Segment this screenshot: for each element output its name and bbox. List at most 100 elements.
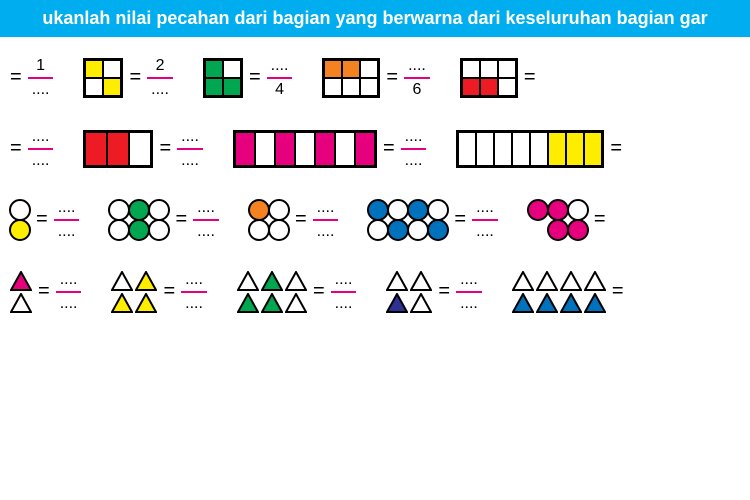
equals-sign: = — [610, 137, 622, 160]
header-title: ukanlah nilai pecahan dari bagian yang b… — [0, 0, 750, 37]
shape-grid — [460, 58, 518, 98]
shape-grid — [456, 130, 604, 168]
numerator: .... — [54, 199, 80, 219]
numerator: .... — [472, 199, 498, 219]
equals-sign: = — [10, 137, 22, 160]
shape-triangles — [10, 271, 32, 313]
fraction: ........ — [313, 199, 339, 240]
equals-sign: = — [129, 66, 141, 89]
shape-grid — [322, 58, 380, 98]
row-2: = .... .... = ........ = ........ — [10, 128, 740, 169]
fraction: ........ — [331, 271, 357, 312]
numerator: .... — [177, 128, 203, 148]
problem-4-2: = ........ — [111, 271, 206, 313]
fraction: ........ — [56, 271, 82, 312]
equals-sign: = — [612, 280, 624, 303]
denominator: .... — [401, 150, 427, 170]
fraction: ........ — [193, 199, 219, 240]
equals-sign: = — [163, 280, 175, 303]
problem-2-3: = ........ — [233, 128, 426, 169]
shape-circles — [109, 200, 169, 240]
shape-triangles — [111, 271, 157, 313]
denominator: .... — [147, 79, 173, 99]
problem-1-5: = — [460, 58, 536, 98]
fraction: ........ — [401, 128, 427, 169]
fraction: ........ — [177, 128, 203, 169]
equals-sign: = — [438, 280, 450, 303]
equals-sign: = — [454, 208, 466, 231]
shape-circles — [528, 200, 588, 240]
problem-4-1: = ........ — [10, 271, 81, 313]
equals-sign: = — [10, 66, 22, 89]
problem-2-1: = .... .... — [10, 128, 53, 169]
problem-3-1: = ........ — [10, 199, 79, 240]
fraction: .... .... — [28, 128, 54, 169]
denominator: .... — [54, 221, 80, 241]
numerator: .... — [313, 199, 339, 219]
denominator: .... — [28, 79, 54, 99]
denominator: 6 — [409, 79, 426, 99]
equals-sign: = — [159, 137, 171, 160]
equals-sign: = — [524, 66, 536, 89]
fraction: ........ — [54, 199, 80, 240]
row-4: = ........ = ........ = ........ = — [10, 271, 740, 313]
denominator: 4 — [271, 79, 288, 99]
problem-1-4: = .... 6 — [322, 57, 429, 98]
shape-grid — [83, 58, 123, 98]
problem-2-2: = ........ — [83, 128, 202, 169]
denominator: .... — [472, 221, 498, 241]
shape-circles — [368, 200, 448, 240]
problem-4-4: = ........ — [386, 271, 481, 313]
problem-3-4: = ........ — [368, 199, 497, 240]
shape-triangles — [386, 271, 432, 313]
problem-4-3: = ........ — [237, 271, 356, 313]
fraction: 2 .... — [147, 57, 173, 98]
denominator: .... — [331, 293, 357, 313]
shape-grid — [233, 130, 377, 168]
denominator: .... — [181, 293, 207, 313]
numerator: 1 — [32, 57, 49, 77]
denominator: .... — [193, 221, 219, 241]
problem-3-3: = ........ — [249, 199, 338, 240]
fraction: 1 .... — [28, 57, 54, 98]
problem-4-5: = — [512, 271, 624, 313]
problem-1-1: = 1 .... — [10, 57, 53, 98]
numerator: .... — [401, 128, 427, 148]
fraction: .... 4 — [267, 57, 293, 98]
equals-sign: = — [249, 66, 261, 89]
problem-1-3: = .... 4 — [203, 57, 292, 98]
numerator: .... — [56, 271, 82, 291]
equals-sign: = — [38, 280, 50, 303]
problem-3-5: = — [528, 200, 606, 240]
shape-circles — [249, 200, 289, 240]
worksheet-content: = 1 .... = 2 .... = — [0, 37, 750, 323]
denominator: .... — [28, 150, 54, 170]
numerator: .... — [331, 271, 357, 291]
numerator: 2 — [152, 57, 169, 77]
row-1: = 1 .... = 2 .... = — [10, 57, 740, 98]
denominator: .... — [456, 293, 482, 313]
problem-1-2: = 2 .... — [83, 57, 172, 98]
equals-sign: = — [175, 208, 187, 231]
numerator: .... — [181, 271, 207, 291]
equals-sign: = — [295, 208, 307, 231]
shape-grid — [83, 130, 153, 168]
denominator: .... — [56, 293, 82, 313]
numerator: .... — [193, 199, 219, 219]
fraction: ........ — [472, 199, 498, 240]
equals-sign: = — [36, 208, 48, 231]
fraction: ........ — [456, 271, 482, 312]
problem-2-4: = — [456, 130, 622, 168]
row-3: = ........ = ........ = ........ = — [10, 199, 740, 240]
denominator: .... — [313, 221, 339, 241]
equals-sign: = — [594, 208, 606, 231]
equals-sign: = — [313, 280, 325, 303]
shape-grid — [203, 58, 243, 98]
shape-triangles — [237, 271, 307, 313]
problem-3-2: = ........ — [109, 199, 218, 240]
equals-sign: = — [386, 66, 398, 89]
fraction: ........ — [181, 271, 207, 312]
numerator: .... — [404, 57, 430, 77]
fraction: .... 6 — [404, 57, 430, 98]
equals-sign: = — [383, 137, 395, 160]
